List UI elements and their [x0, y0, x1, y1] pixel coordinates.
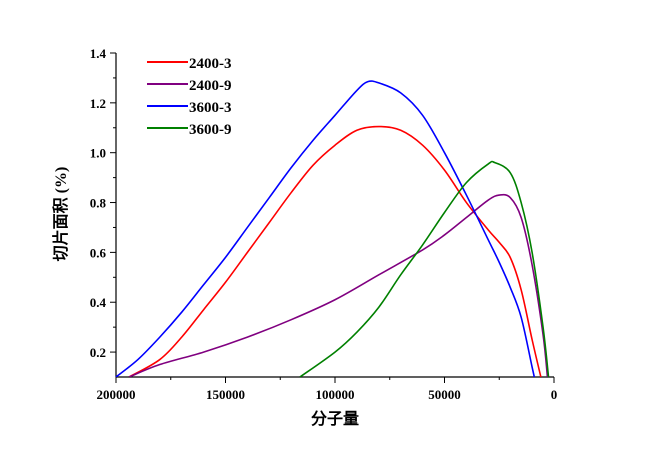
legend-label: 3600-9	[189, 122, 232, 138]
legend-label: 2400-9	[189, 78, 232, 94]
x-tick-label: 150000	[206, 387, 245, 402]
x-tick-label: 50000	[428, 387, 461, 402]
x-tick-label: 200000	[97, 387, 136, 402]
x-axis-label: 分子量	[311, 410, 359, 428]
x-tick-label: 0	[551, 387, 558, 402]
y-tick-label: 1.0	[90, 146, 106, 161]
x-tick-label: 100000	[316, 387, 355, 402]
y-tick-label: 0.8	[90, 196, 107, 211]
y-tick-label: 1.2	[90, 96, 106, 111]
legend-label: 3600-3	[189, 100, 232, 116]
y-tick-label: 0.2	[90, 345, 106, 360]
series-line-2400-9	[128, 193, 549, 377]
series-line-3600-3	[115, 80, 536, 377]
legend-label: 2400-3	[189, 56, 232, 72]
y-axis-label: 切片面积 (%)	[51, 167, 70, 262]
y-tick-label: 1.4	[90, 46, 107, 61]
y-tick-label: 0.4	[90, 295, 107, 310]
series-line-2400-3	[128, 125, 542, 377]
y-tick-label: 0.6	[90, 245, 107, 260]
series-line-3600-9	[299, 160, 550, 377]
